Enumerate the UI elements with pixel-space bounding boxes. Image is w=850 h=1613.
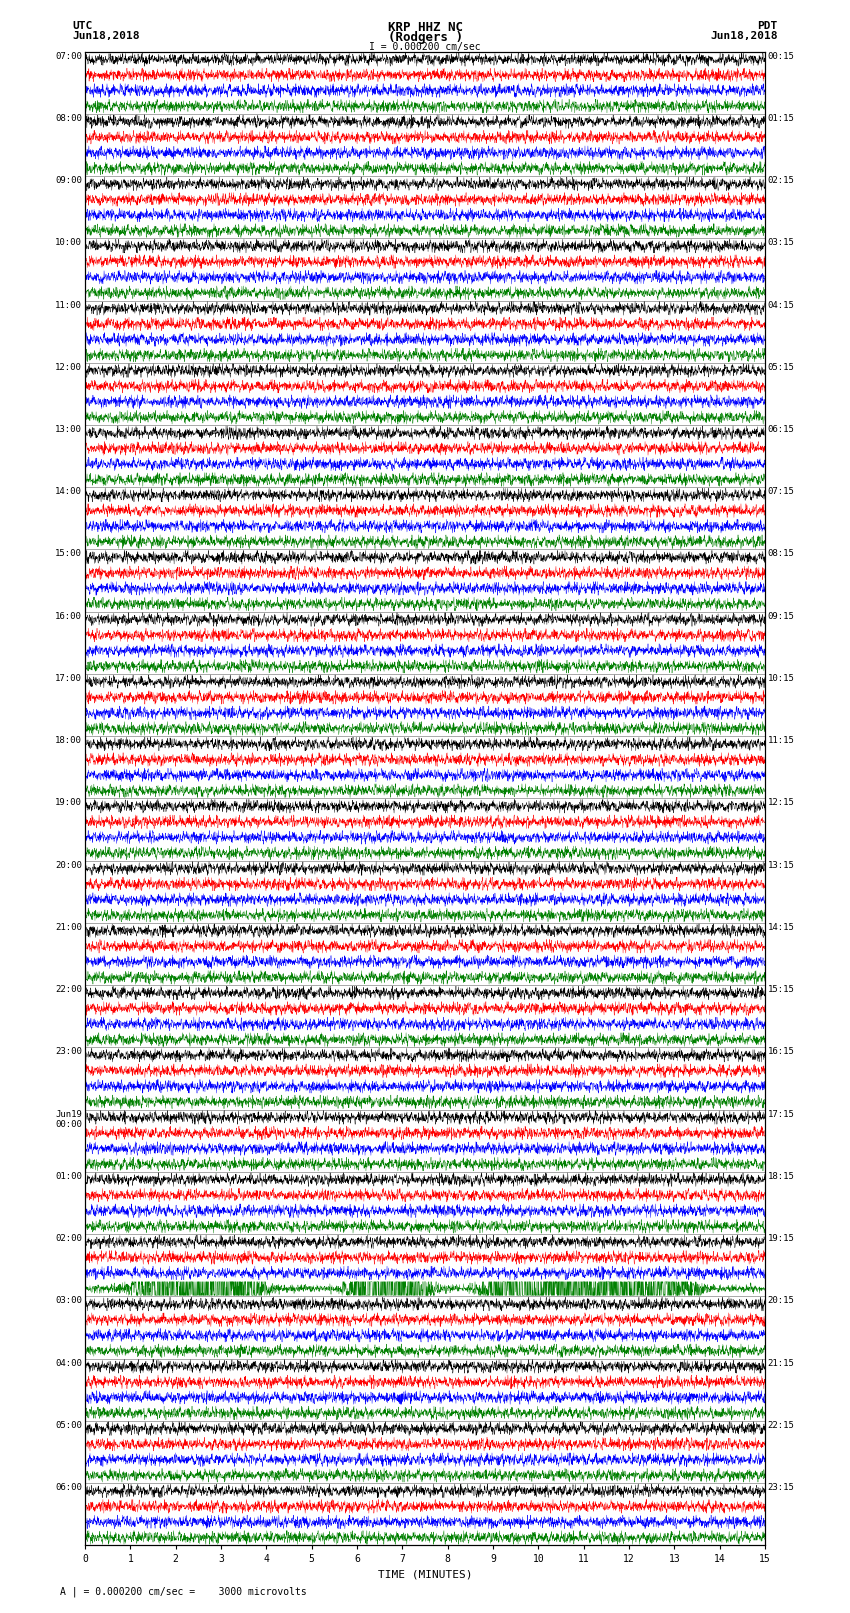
Text: A | = 0.000200 cm/sec =    3000 microvolts: A | = 0.000200 cm/sec = 3000 microvolts — [60, 1586, 306, 1597]
Text: Jun18,2018: Jun18,2018 — [711, 31, 778, 40]
Text: (Rodgers ): (Rodgers ) — [388, 31, 462, 44]
Text: I = 0.000200 cm/sec: I = 0.000200 cm/sec — [369, 42, 481, 52]
Text: KRP HHZ NC: KRP HHZ NC — [388, 21, 462, 34]
Text: UTC: UTC — [72, 21, 93, 31]
Text: PDT: PDT — [757, 21, 778, 31]
X-axis label: TIME (MINUTES): TIME (MINUTES) — [377, 1569, 473, 1579]
Text: Jun18,2018: Jun18,2018 — [72, 31, 139, 40]
